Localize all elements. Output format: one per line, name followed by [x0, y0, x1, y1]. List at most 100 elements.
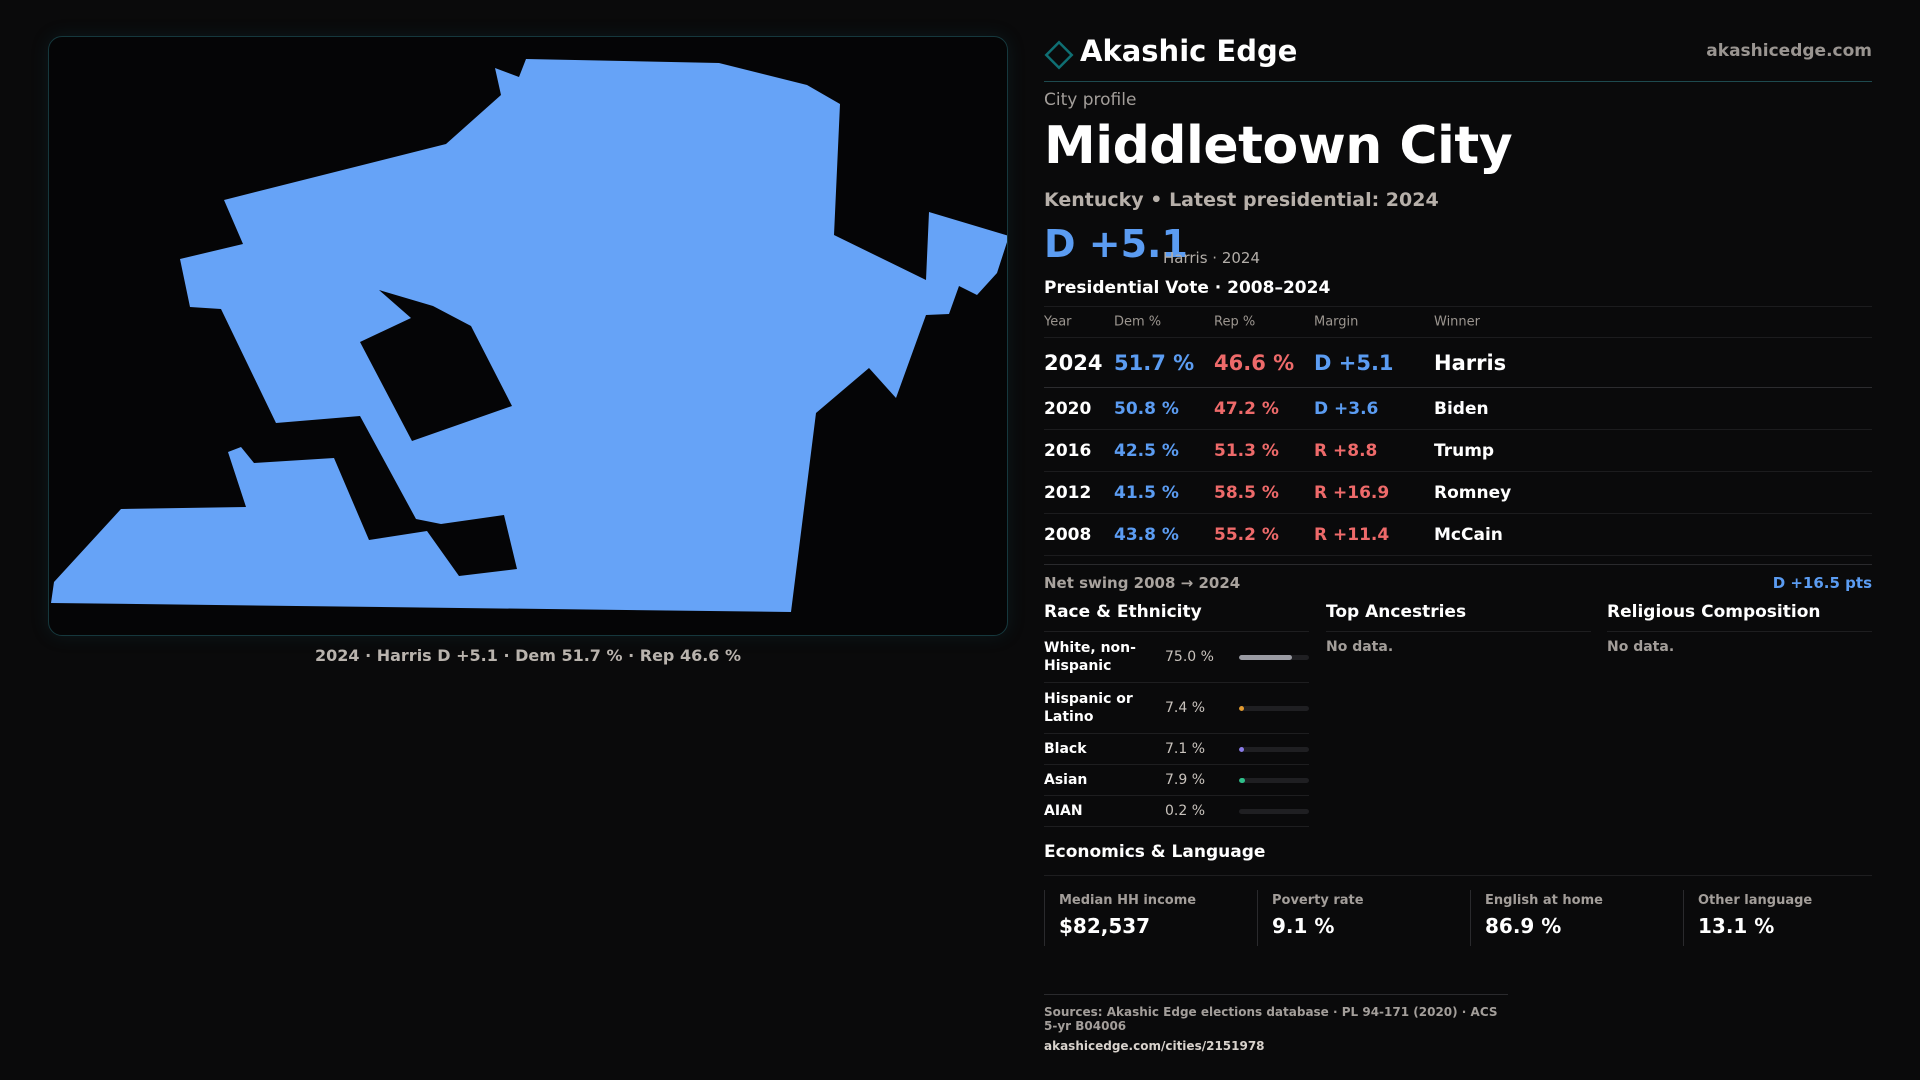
row-year: 2012 — [1044, 482, 1092, 503]
ancestries-title: Top Ancestries — [1326, 600, 1591, 632]
profile-eyebrow: City profile — [1044, 90, 1137, 110]
race-row: AIAN 0.2 % — [1044, 796, 1309, 827]
race-name: Hispanic or Latino — [1044, 691, 1133, 725]
latest-margin: D +5.1 — [1044, 222, 1188, 266]
econ-cell-other-language: Other language 13.1 % — [1683, 890, 1872, 946]
row-rep: 51.3 % — [1214, 440, 1279, 461]
header-margin: Margin — [1314, 314, 1359, 330]
race-bar — [1239, 706, 1309, 711]
race-ethnicity-section: Race & Ethnicity White, non-Hispanic 75.… — [1044, 600, 1309, 827]
race-percent: 0.2 % — [1165, 803, 1206, 819]
row-margin: R +16.9 — [1314, 482, 1390, 503]
table-row[interactable]: 2020 50.8 % 47.2 % D +3.6 Biden — [1044, 388, 1872, 430]
row-rep: 47.2 % — [1214, 398, 1279, 419]
race-row: Black 7.1 % — [1044, 734, 1309, 765]
row-year: 2020 — [1044, 398, 1092, 419]
city-boundary-map[interactable] — [49, 37, 1008, 636]
ancestries-section: Top Ancestries No data. — [1326, 600, 1591, 655]
race-row: Asian 7.9 % — [1044, 765, 1309, 796]
religion-section: Religious Composition No data. — [1607, 600, 1872, 655]
sources-text: Sources: Akashic Edge elections database… — [1044, 1005, 1498, 1033]
econ-value: 9.1 % — [1272, 914, 1335, 938]
race-bar — [1239, 809, 1309, 814]
econ-cell-poverty: Poverty rate 9.1 % — [1257, 890, 1469, 946]
row-dem: 51.7 % — [1114, 350, 1195, 375]
page-title: Middletown City — [1044, 116, 1513, 176]
header-winner: Winner — [1434, 314, 1481, 330]
table-header: Year Dem % Rep % Margin Winner — [1044, 306, 1872, 338]
econ-label: English at home — [1485, 893, 1603, 908]
net-swing-label: Net swing 2008 → 2024 — [1044, 574, 1241, 592]
religion-title: Religious Composition — [1607, 600, 1872, 632]
race-bar-fill — [1239, 747, 1244, 752]
race-name: Black — [1044, 741, 1087, 757]
row-margin: R +8.8 — [1314, 440, 1378, 461]
page-subtitle: Kentucky • Latest presidential: 2024 — [1044, 189, 1439, 211]
ancestries-empty: No data. — [1326, 639, 1394, 655]
economics-title: Economics & Language — [1044, 842, 1872, 876]
race-ethnicity-title: Race & Ethnicity — [1044, 600, 1309, 632]
table-row[interactable]: 2016 42.5 % 51.3 % R +8.8 Trump — [1044, 430, 1872, 472]
presidential-vote-table: Year Dem % Rep % Margin Winner 2024 51.7… — [1044, 306, 1872, 556]
econ-cell-english: English at home 86.9 % — [1470, 890, 1682, 946]
row-margin: D +5.1 — [1314, 350, 1394, 375]
header-year: Year — [1044, 314, 1072, 330]
race-row: Hispanic or Latino 7.4 % — [1044, 683, 1309, 734]
race-percent: 7.9 % — [1165, 772, 1206, 788]
row-dem: 43.8 % — [1114, 524, 1179, 545]
row-winner: Trump — [1434, 440, 1495, 461]
row-winner: Biden — [1434, 398, 1489, 419]
map-panel[interactable] — [48, 36, 1008, 636]
row-dem: 41.5 % — [1114, 482, 1179, 503]
diamond-logo-icon — [1044, 40, 1074, 70]
latest-margin-note: Harris · 2024 — [1163, 249, 1261, 267]
race-bar — [1239, 655, 1309, 660]
econ-value: 13.1 % — [1698, 914, 1775, 938]
economics-grid: Median HH income $82,537 Poverty rate 9.… — [1044, 890, 1872, 946]
row-rep: 55.2 % — [1214, 524, 1279, 545]
race-name: White, non-Hispanic — [1044, 640, 1136, 674]
row-winner: Harris — [1434, 350, 1507, 375]
net-swing-value: D +16.5 pts — [1772, 574, 1872, 592]
row-rep: 46.6 % — [1214, 350, 1295, 375]
table-row[interactable]: 2012 41.5 % 58.5 % R +16.9 Romney — [1044, 472, 1872, 514]
row-year: 2008 — [1044, 524, 1092, 545]
econ-cell-income: Median HH income $82,537 — [1044, 890, 1256, 946]
sources-footer: Sources: Akashic Edge elections database… — [1044, 994, 1508, 1053]
race-percent: 7.1 % — [1165, 741, 1206, 757]
race-percent: 75.0 % — [1165, 649, 1214, 665]
presidential-vote-title: Presidential Vote · 2008–2024 — [1044, 278, 1331, 298]
header-rep: Rep % — [1214, 314, 1256, 330]
map-caption: 2024 · Harris D +5.1 · Dem 51.7 % · Rep … — [314, 646, 742, 665]
city-boundary-shape[interactable] — [51, 59, 1008, 612]
race-bar — [1239, 778, 1309, 783]
econ-value: 86.9 % — [1485, 914, 1562, 938]
brand-url-link[interactable]: akashicedge.com — [1706, 41, 1872, 61]
profile-panel: Akashic Edge akashicedge.com City profil… — [1044, 0, 1872, 1080]
row-dem: 42.5 % — [1114, 440, 1179, 461]
table-row[interactable]: 2024 51.7 % 46.6 % D +5.1 Harris — [1044, 338, 1872, 388]
religion-empty: No data. — [1607, 639, 1675, 655]
econ-label: Other language — [1698, 893, 1813, 908]
race-bar-fill — [1239, 706, 1245, 711]
row-rep: 58.5 % — [1214, 482, 1279, 503]
header-dem: Dem % — [1114, 314, 1162, 330]
econ-label: Poverty rate — [1272, 893, 1364, 908]
table-row[interactable]: 2008 43.8 % 55.2 % R +11.4 McCain — [1044, 514, 1872, 556]
row-margin: D +3.6 — [1314, 398, 1379, 419]
row-dem: 50.8 % — [1114, 398, 1179, 419]
race-name: Asian — [1044, 772, 1088, 788]
race-row: White, non-Hispanic 75.0 % — [1044, 632, 1309, 683]
row-year: 2024 — [1044, 350, 1103, 375]
row-winner: Romney — [1434, 482, 1512, 503]
econ-label: Median HH income — [1059, 893, 1197, 908]
race-bar — [1239, 747, 1309, 752]
source-url-link[interactable]: akashicedge.com/cities/2151978 — [1044, 1039, 1265, 1053]
net-swing-row: Net swing 2008 → 2024 D +16.5 pts — [1044, 564, 1872, 600]
race-percent: 7.4 % — [1165, 700, 1206, 716]
row-margin: R +11.4 — [1314, 524, 1390, 545]
race-bar-fill — [1239, 655, 1292, 660]
row-year: 2016 — [1044, 440, 1092, 461]
race-name: AIAN — [1044, 803, 1083, 819]
brand-name[interactable]: Akashic Edge — [1080, 34, 1298, 68]
